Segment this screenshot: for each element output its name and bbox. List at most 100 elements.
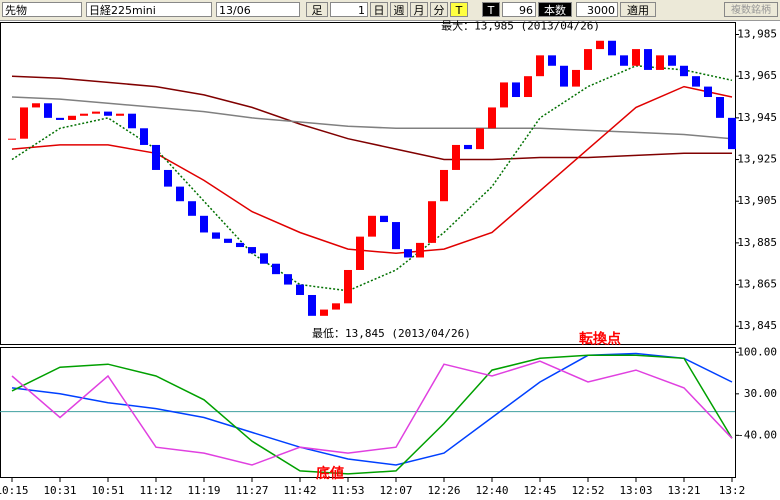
x-tick-label: 11:42 [283, 484, 316, 497]
candle [272, 263, 280, 275]
day-button[interactable]: 日 [370, 2, 388, 17]
candle [20, 107, 28, 139]
x-tick-label: 10:31 [43, 484, 76, 497]
candle [704, 86, 712, 98]
x-tick-label: 11:27 [235, 484, 268, 497]
y-tick-label: -40.00 [737, 428, 777, 441]
candle [392, 222, 400, 250]
candle [584, 49, 592, 70]
candle [8, 138, 16, 140]
candle [560, 65, 568, 87]
candle [596, 40, 604, 50]
candle [476, 128, 484, 150]
candle [716, 97, 724, 118]
y-tick-label: 13,865 [737, 278, 777, 291]
x-tick-label: 12:40 [475, 484, 508, 497]
candle [500, 82, 508, 108]
x-tick-label: 13:03 [619, 484, 652, 497]
x-tick-label: 13:2 [719, 484, 746, 497]
series-line [11, 360, 733, 466]
candle [80, 113, 88, 116]
x-tick-label: 11:19 [187, 484, 220, 497]
week-button[interactable]: 週 [390, 2, 408, 17]
candle [332, 303, 340, 310]
y-tick-label: 13,965 [737, 69, 777, 82]
candle [416, 242, 424, 258]
x-tick-label: 12:52 [571, 484, 604, 497]
candle [524, 76, 532, 98]
t-label: T [482, 2, 500, 17]
candle [644, 49, 652, 70]
candle [368, 215, 376, 237]
month-select[interactable]: 13/06 [216, 2, 300, 17]
candle [572, 69, 580, 87]
candle [308, 294, 316, 316]
series-line [11, 75, 732, 161]
x-tick-label: 11:53 [331, 484, 364, 497]
candle [152, 144, 160, 170]
annotation: 底値 [316, 465, 344, 482]
x-tick-label: 11:12 [139, 484, 172, 497]
x-tick-label: 12:07 [379, 484, 412, 497]
series-line [11, 352, 733, 466]
annotation: 最大：13,985 (2013/04/26) [441, 20, 600, 33]
y-tick-label: 13,925 [737, 153, 777, 166]
candle [356, 236, 364, 270]
candle [284, 274, 292, 285]
candle [344, 269, 352, 304]
max-count-input[interactable]: 3000 [576, 2, 618, 17]
y-tick-label: 13,845 [737, 319, 777, 332]
candle [128, 113, 136, 129]
candle [620, 55, 628, 66]
y-tick-label: 13,985 [737, 28, 777, 41]
candle [428, 201, 436, 243]
candle [260, 253, 268, 264]
candle [104, 111, 112, 116]
apply-button[interactable]: 適用 [620, 2, 656, 17]
x-tick-label: 12:45 [523, 484, 556, 497]
candle [668, 55, 676, 66]
series-line [11, 96, 733, 140]
count-input[interactable]: 96 [502, 2, 536, 17]
foot-label: 足 [306, 2, 328, 17]
candle [404, 249, 412, 258]
candle [440, 169, 448, 202]
annotation: 転換点 [579, 330, 621, 347]
candle [140, 128, 148, 145]
series-line [11, 354, 733, 475]
multi-button[interactable]: 複数銘柄 [724, 2, 778, 17]
minute-button[interactable]: 分 [430, 2, 448, 17]
y-tick-label: 100.00 [737, 345, 777, 358]
candle [488, 107, 496, 129]
x-tick-label: 10:15 [0, 484, 29, 497]
candle [380, 215, 388, 223]
candle [548, 55, 556, 66]
candle [56, 117, 64, 120]
candle [200, 215, 208, 233]
candle [32, 103, 40, 108]
x-tick-label: 12:26 [427, 484, 460, 497]
x-tick-label: 10:51 [91, 484, 124, 497]
y-tick-label: 30.00 [744, 387, 777, 400]
count-label: 本数 [538, 2, 572, 17]
tick-button[interactable]: T [450, 2, 468, 17]
candle [176, 186, 184, 202]
candle [320, 309, 328, 316]
candle [164, 169, 172, 187]
candle [224, 238, 232, 243]
month-button[interactable]: 月 [410, 2, 428, 17]
symbol-select[interactable]: 日経225mini [86, 2, 212, 17]
candle [464, 144, 472, 150]
candle [452, 144, 460, 170]
candle [44, 103, 52, 118]
minutes-input[interactable]: 1 [330, 2, 368, 17]
candle [728, 117, 736, 150]
x-tick-label: 13:21 [667, 484, 700, 497]
market-select[interactable]: 先物 [2, 2, 82, 17]
candle [692, 76, 700, 87]
series-line [11, 65, 733, 292]
series-line [11, 85, 733, 255]
candle [236, 242, 244, 248]
candle [188, 201, 196, 216]
